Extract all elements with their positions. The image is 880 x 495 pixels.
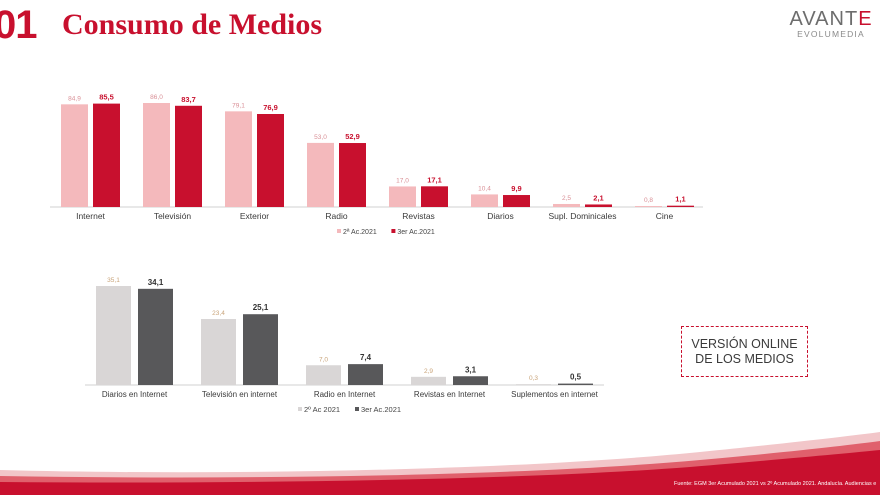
bar bbox=[558, 383, 593, 385]
data-label: 86,0 bbox=[150, 94, 163, 101]
bar bbox=[553, 203, 580, 207]
x-tick-label: Televisión en internet bbox=[202, 390, 278, 399]
data-label: 10,4 bbox=[478, 185, 491, 192]
source-note: Fuente: EGM 3er Acumulado 2021 vs 2º Acu… bbox=[674, 481, 877, 487]
data-label: 0,3 bbox=[529, 375, 538, 382]
data-label: 2,9 bbox=[424, 368, 433, 375]
bar bbox=[93, 103, 120, 207]
bar bbox=[503, 195, 530, 207]
bar bbox=[635, 206, 662, 207]
logo-tagline: EVOLUMEDIA bbox=[797, 29, 865, 39]
bar bbox=[243, 314, 278, 385]
footer-wave bbox=[0, 432, 880, 495]
bar bbox=[175, 105, 202, 207]
footer-wave-main bbox=[0, 450, 880, 495]
legend-swatch bbox=[355, 407, 359, 411]
online-version-box: VERSIÓN ONLINE DE LOS MEDIOS bbox=[681, 326, 808, 377]
x-tick-label: Radio bbox=[325, 211, 347, 221]
bar bbox=[585, 204, 612, 207]
bar bbox=[348, 364, 383, 385]
x-tick-label: Televisión bbox=[154, 211, 192, 221]
data-label: 1,1 bbox=[675, 195, 685, 204]
x-tick-label: Diarios bbox=[487, 211, 513, 221]
bar bbox=[257, 114, 284, 207]
bar bbox=[471, 194, 498, 207]
legend-label: 3er Ac.2021 bbox=[361, 405, 401, 414]
bar bbox=[306, 365, 341, 385]
bar bbox=[339, 143, 366, 207]
data-label: 17,1 bbox=[427, 175, 442, 184]
x-tick-label: Revistas en Internet bbox=[414, 390, 486, 399]
data-label: 25,1 bbox=[253, 303, 269, 312]
bar bbox=[667, 205, 694, 207]
data-label: 35,1 bbox=[107, 277, 120, 284]
bar bbox=[421, 186, 448, 207]
data-label: 17,0 bbox=[396, 177, 409, 184]
data-label: 53,0 bbox=[314, 134, 327, 141]
online-media-chart: 35,1 34,1 Diarios en Internet 23,4 25,1 Telev… bbox=[85, 277, 604, 414]
bar bbox=[516, 384, 551, 385]
x-tick-label: Suplementos en internet bbox=[511, 390, 599, 399]
media-consumption-chart: 84,9 85,5 Internet 86,0 83,7 Televisión 79,1 76… bbox=[50, 93, 703, 236]
data-label: 7,0 bbox=[319, 356, 328, 363]
data-label: 83,7 bbox=[181, 95, 196, 104]
bar bbox=[389, 186, 416, 207]
legend-swatch bbox=[337, 229, 341, 233]
legend-swatch bbox=[391, 229, 396, 233]
logo-wordmark: AVANTE bbox=[789, 8, 873, 30]
data-label: 9,9 bbox=[511, 184, 521, 193]
legend-label: 3er Ac.2021 bbox=[397, 229, 434, 236]
data-label: 34,1 bbox=[148, 278, 164, 287]
avante-logo: AVANTE EVOLUMEDIA bbox=[786, 8, 876, 39]
data-label: 84,9 bbox=[68, 95, 81, 102]
bar bbox=[138, 288, 173, 385]
data-label: 0,5 bbox=[570, 373, 582, 382]
bar bbox=[307, 142, 334, 207]
legend-swatch bbox=[298, 407, 302, 411]
data-label: 79,1 bbox=[232, 102, 245, 109]
data-label: 0,8 bbox=[644, 197, 653, 204]
slide-number: 01 bbox=[0, 3, 37, 47]
x-tick-label: Radio en Internet bbox=[314, 390, 376, 399]
x-tick-label: Supl. Dominicales bbox=[548, 211, 616, 221]
legend-label: 2º Ac 2021 bbox=[304, 405, 340, 414]
data-label: 3,1 bbox=[465, 365, 477, 374]
data-label: 23,4 bbox=[212, 310, 225, 317]
bar bbox=[61, 104, 88, 207]
data-label: 76,9 bbox=[263, 103, 278, 112]
data-label: 52,9 bbox=[345, 132, 360, 141]
bar bbox=[96, 286, 131, 385]
x-tick-label: Revistas bbox=[402, 211, 435, 221]
data-label: 85,5 bbox=[99, 93, 114, 102]
bar bbox=[453, 376, 488, 385]
data-label: 7,4 bbox=[360, 353, 372, 362]
bar bbox=[225, 111, 252, 207]
x-tick-label: Cine bbox=[656, 211, 674, 221]
data-label: 2,5 bbox=[562, 195, 571, 202]
x-tick-label: Diarios en Internet bbox=[102, 390, 168, 399]
page-title: Consumo de Medios bbox=[62, 8, 323, 41]
x-tick-label: Exterior bbox=[240, 211, 269, 221]
bar bbox=[411, 376, 446, 385]
bar bbox=[201, 319, 236, 385]
bar bbox=[143, 103, 170, 207]
legend-label: 2ª Ac.2021 bbox=[343, 229, 377, 236]
data-label: 2,1 bbox=[593, 193, 603, 202]
x-tick-label: Internet bbox=[76, 211, 105, 221]
